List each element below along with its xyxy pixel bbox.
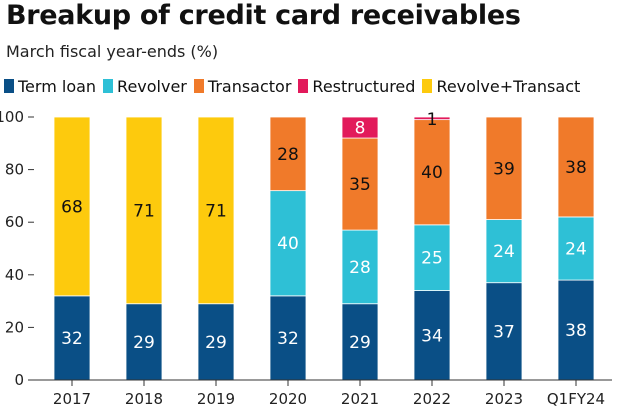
bar-segment (413, 119, 451, 226)
bar-value-label: 38 (565, 158, 587, 178)
bar-segment (413, 116, 451, 121)
legend-label-term-loan: Term loan (18, 76, 97, 96)
y-tick-label: 0 (14, 371, 24, 389)
x-tick-label: 2019 (197, 390, 235, 408)
bar-value-label: 39 (493, 159, 515, 179)
bar-value-label: 38 (565, 321, 587, 341)
bar-segment (53, 116, 91, 297)
bar-segment (125, 303, 163, 381)
y-tick-label: 100 (0, 108, 24, 126)
bar-value-label: 24 (493, 242, 515, 262)
x-tick-label: 2020 (269, 390, 307, 408)
bar-value-label: 40 (277, 234, 299, 254)
bar-segment (341, 303, 379, 381)
bar-segment (125, 116, 163, 305)
bar-value-label: 28 (349, 258, 371, 278)
bar-value-label: 32 (277, 329, 299, 349)
bar-segment (557, 216, 595, 281)
bar-segment (557, 116, 595, 218)
bar-value-label: 40 (421, 163, 443, 183)
bar-value-label: 34 (421, 326, 443, 346)
bar-value-label: 25 (421, 249, 443, 269)
legend-label-restructured: Restructured (312, 76, 416, 96)
bar-value-label: 68 (61, 197, 83, 217)
bar-segment (197, 303, 235, 381)
bar-segment (341, 137, 379, 231)
y-tick-label: 60 (5, 213, 24, 231)
legend-swatch-revolve-transact (422, 79, 433, 93)
legend-swatch-restructured (298, 79, 309, 93)
x-tick-label: Q1FY24 (547, 390, 605, 408)
x-tick-label: 2023 (485, 390, 523, 408)
bar-segment (413, 224, 451, 291)
bar-value-label: 8 (355, 119, 366, 139)
bar-segment (485, 282, 523, 381)
bar-segment (341, 229, 379, 305)
chart-title: Breakup of credit card receivables (6, 0, 521, 31)
bar-value-label: 29 (205, 333, 227, 353)
bar-value-label: 37 (493, 322, 515, 342)
bar-value-label: 29 (349, 333, 371, 353)
legend-item-term-loan: Term loan (4, 77, 96, 96)
bar-segment (197, 116, 235, 305)
legend-item-revolver: Revolver (103, 77, 187, 96)
bar-segment (485, 219, 523, 284)
stacked-bar-chart: 0 20 40 60 80 100 32 68 2017 29 71 2018 29 71 2019 32 40… (0, 108, 612, 408)
bar-value-label: 35 (349, 175, 371, 195)
x-tick-label: 2022 (413, 390, 451, 408)
legend-item-transactor: Transactor (193, 76, 292, 96)
bar-value-label: 71 (133, 201, 155, 221)
legend-label-transactor: Transactor (207, 76, 292, 96)
legend-item-revolve-transact: Revolve+Transact (422, 77, 580, 96)
legend-swatch-transactor (193, 79, 204, 93)
bar-segment (557, 279, 595, 381)
bar-segment (485, 116, 523, 220)
bar-segment (341, 116, 379, 139)
legend-label-revolver: Revolver (117, 76, 187, 96)
bar-value-label: 29 (133, 333, 155, 353)
legend-swatch-term-loan (4, 79, 14, 93)
legend-swatch-revolver (103, 79, 114, 93)
x-tick-label: 2021 (341, 390, 379, 408)
y-tick-label: 80 (5, 161, 24, 179)
bar-value-label: 1 (427, 110, 438, 130)
legend-item-restructured: Restructured (298, 77, 415, 96)
bar-value-label: 71 (205, 201, 227, 221)
x-tick-label: 2018 (125, 390, 163, 408)
bar-segment (269, 190, 307, 297)
bar-value-label: 28 (277, 145, 299, 165)
chart-subtitle: March fiscal year-ends (%) (6, 42, 219, 61)
bar-value-label: 24 (565, 240, 587, 260)
legend: Term loan Revolver Transactor Restructur… (4, 73, 587, 99)
bar-value-label: 32 (61, 329, 83, 349)
bar-segment (269, 116, 307, 192)
y-tick-label: 40 (5, 266, 24, 284)
x-tick-label: 2017 (53, 390, 91, 408)
legend-label-revolve-transact: Revolve+Transact (436, 76, 581, 96)
y-tick-label: 20 (5, 318, 24, 336)
